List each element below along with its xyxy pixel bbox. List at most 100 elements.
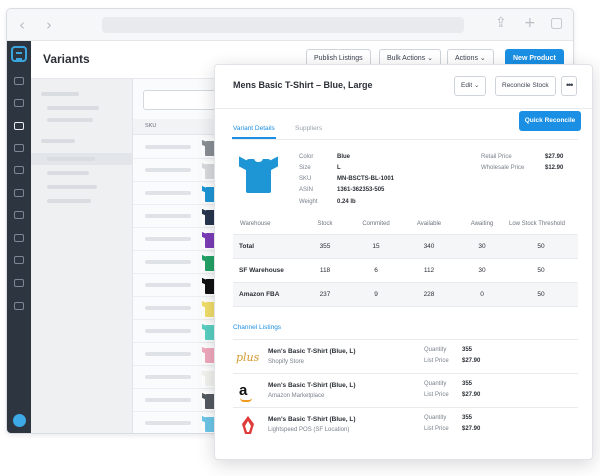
listing-name[interactable]: Men's Basic T-Shirt (Blue, L) xyxy=(268,382,356,389)
products-icon[interactable] xyxy=(14,122,24,130)
filter-option[interactable] xyxy=(47,118,93,122)
browser-toolbar: ‹ › ⇪ + ▢ xyxy=(7,9,573,41)
plus-icon[interactable]: + xyxy=(524,15,536,31)
table-row[interactable]: Amazon FBA 237 9 228 0 50 xyxy=(233,283,578,306)
filter-option[interactable] xyxy=(47,171,89,175)
chevron-left-icon[interactable]: ‹ xyxy=(19,16,25,34)
column-warehouse: Warehouse xyxy=(240,221,271,227)
quantity-label: Quantity xyxy=(424,347,447,353)
column-awaiting: Awaiting xyxy=(470,221,494,227)
transfers-icon[interactable] xyxy=(14,166,24,174)
quick-reconcile-button[interactable]: Quick Reconcile xyxy=(519,111,581,131)
inventory-icon[interactable] xyxy=(14,144,24,152)
retail-price-value: $27.90 xyxy=(545,154,564,160)
edit-button[interactable]: Edit ⌄ xyxy=(454,76,487,96)
stock-value: 118 xyxy=(319,267,331,274)
listing-name[interactable]: Men's Basic T-Shirt (Blue, L) xyxy=(268,416,356,423)
filter-option[interactable] xyxy=(47,157,95,161)
sku-placeholder xyxy=(145,306,191,310)
list-price-label: List Price xyxy=(424,358,449,364)
sku-placeholder xyxy=(145,214,191,218)
table-row[interactable]: Total 355 15 340 30 50 xyxy=(233,235,578,258)
variant-detail-panel: Mens Basic T-Shirt – Blue, Large Edit ⌄ … xyxy=(214,64,593,460)
sku-label: SKU xyxy=(299,176,312,182)
table-row[interactable]: SF Warehouse 118 6 112 30 50 xyxy=(233,259,578,282)
divider xyxy=(233,234,578,235)
stock-value: 237 xyxy=(319,291,331,298)
available-value: 228 xyxy=(423,291,435,298)
sku-placeholder xyxy=(145,398,191,402)
list-price-value: $27.90 xyxy=(462,392,481,398)
available-value: 340 xyxy=(423,243,435,250)
reconcile-stock-button[interactable]: Reconcile Stock xyxy=(495,76,556,96)
warehouse-name: Total xyxy=(239,243,255,250)
sku-placeholder xyxy=(145,260,191,264)
more-options-button[interactable]: ••• xyxy=(561,76,578,96)
size-label: Size xyxy=(299,165,311,171)
tab-suppliers[interactable]: Suppliers xyxy=(295,125,323,132)
settings-icon[interactable] xyxy=(14,302,24,310)
awaiting-value: 30 xyxy=(478,243,486,250)
filter-panel xyxy=(31,79,133,433)
list-item[interactable]: Men's Basic T-Shirt (Blue, L) Lightspeed… xyxy=(233,407,578,441)
warehouse-name: SF Warehouse xyxy=(239,267,284,274)
app-logo-icon[interactable] xyxy=(11,46,27,62)
awaiting-value: 30 xyxy=(478,267,486,274)
orders-icon[interactable] xyxy=(14,99,24,107)
commited-value: 15 xyxy=(372,243,380,250)
active-tab-indicator xyxy=(232,137,276,139)
list-price-label: List Price xyxy=(424,392,449,398)
sku-placeholder xyxy=(145,145,191,149)
channel-listings-title: Channel Listings xyxy=(233,324,282,331)
app-sidebar xyxy=(7,41,31,433)
tabs-divider xyxy=(232,139,578,140)
sku-placeholder xyxy=(145,237,191,241)
filter-option[interactable] xyxy=(47,199,91,203)
sku-placeholder xyxy=(145,375,191,379)
column-sku[interactable]: SKU xyxy=(145,123,157,129)
list-item[interactable]: plus Men's Basic T-Shirt (Blue, L) Shopi… xyxy=(233,339,578,373)
commited-value: 9 xyxy=(374,291,378,298)
share-icon[interactable]: ⇪ xyxy=(495,15,507,31)
quantity-value: 355 xyxy=(462,347,473,353)
retail-price-label: Retail Price xyxy=(481,154,512,160)
integrations-icon[interactable] xyxy=(14,279,24,287)
analytics-icon[interactable] xyxy=(14,234,24,242)
divider xyxy=(233,282,578,283)
listing-store: Shopify Store xyxy=(268,359,305,365)
warehouse-name: Amazon FBA xyxy=(239,291,280,298)
quantity-value: 355 xyxy=(462,381,473,387)
filter-option[interactable] xyxy=(47,185,97,189)
quantity-label: Quantity xyxy=(424,415,447,421)
quantity-label: Quantity xyxy=(424,381,447,387)
threshold-value: 50 xyxy=(537,267,545,274)
avatar[interactable] xyxy=(13,414,26,427)
asin-label: ASIN xyxy=(299,187,314,193)
filter-option[interactable] xyxy=(47,106,99,110)
filter-heading xyxy=(41,139,75,143)
quantity-value: 355 xyxy=(462,415,473,421)
address-bar[interactable] xyxy=(102,17,464,33)
column-stock: Stock xyxy=(317,221,333,227)
chevron-right-icon[interactable]: › xyxy=(46,16,52,34)
threshold-value: 50 xyxy=(537,243,545,250)
divider xyxy=(233,306,578,307)
page-title: Variants xyxy=(43,52,90,66)
tab-variant-details[interactable]: Variant Details xyxy=(233,125,275,132)
divider xyxy=(233,258,578,259)
sku-placeholder xyxy=(145,352,191,356)
tabs-icon[interactable]: ▢ xyxy=(550,15,564,31)
purchase-orders-icon[interactable] xyxy=(14,189,24,197)
divider xyxy=(215,108,592,109)
available-value: 112 xyxy=(423,267,435,274)
list-item[interactable]: a Men's Basic T-Shirt (Blue, L) Amazon M… xyxy=(233,373,578,407)
threshold-value: 50 xyxy=(537,291,545,298)
reports-icon[interactable] xyxy=(14,211,24,219)
sku-value: MN-BSCTS-BL-1001 xyxy=(337,176,395,182)
awaiting-value: 0 xyxy=(480,291,484,298)
dashboard-icon[interactable] xyxy=(14,77,24,85)
lightspeed-logo-icon xyxy=(233,416,263,436)
tshirt-icon xyxy=(246,158,271,193)
channels-icon[interactable] xyxy=(14,256,24,264)
listing-name[interactable]: Men's Basic T-Shirt (Blue, L) xyxy=(268,348,356,355)
